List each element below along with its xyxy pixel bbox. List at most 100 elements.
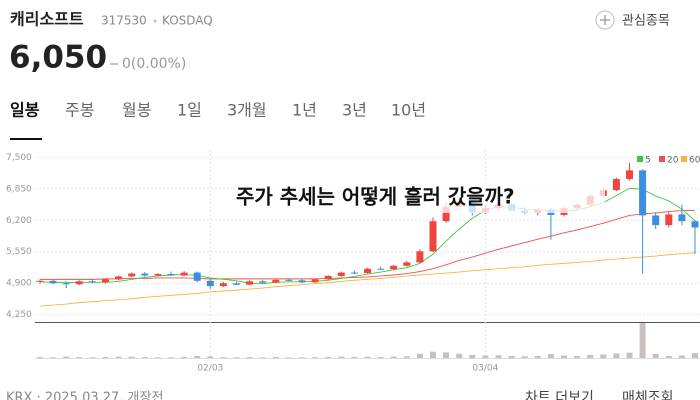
x-tick-label: 02/03 [197,364,223,374]
volume-bar [377,356,384,358]
volume-bar [50,357,57,358]
tab[interactable]: 주봉 [65,101,94,120]
volume-bar [521,356,528,358]
candle-body [337,272,345,276]
candle-body [442,206,450,222]
volume-bar [561,355,567,358]
candle-body [259,281,267,283]
volume-bar [89,357,96,358]
y-tick-label: 6,850 [6,184,32,194]
volume-bar [364,356,371,358]
footer-link[interactable]: 매체조회 [622,390,674,400]
watch-icon-plus [600,15,610,25]
candle-body [233,283,240,285]
annotation: 주가 추세는 어떻게 흘러 갔을까? [236,185,515,209]
volume-bar [626,352,633,358]
candle-body [36,280,44,282]
candle-body [665,214,673,226]
price-change: 0(0.00%) [122,56,186,72]
volume-bar [430,351,436,358]
volume-bar [194,355,201,358]
candle-body [364,268,371,274]
volume-bar [246,357,253,358]
footer-link[interactable]: 차트 더보기 [525,390,594,400]
volume-bar [233,357,240,358]
volume-bar [443,352,450,358]
volume-bar [312,357,319,358]
candle-body [652,215,660,226]
volume-bar [37,356,43,358]
volume-bar [154,357,161,358]
candle-body [390,265,398,270]
volume-bar [600,354,607,358]
candle-body [115,276,123,280]
candle-body [678,214,686,222]
volume-bar [482,355,489,358]
candle-body [154,274,162,276]
candle-body [272,279,280,283]
watch-button[interactable]: 관심종목 [595,10,670,30]
candle-body [193,272,201,281]
volume-bar [141,357,148,358]
legend-label: 5 [645,156,651,166]
volume-bar [168,357,174,358]
candle-body [167,274,175,276]
candle-body [403,262,411,266]
candle-body [75,281,83,285]
volume-bar [285,357,292,358]
annotation-bg [233,183,605,213]
ma-line [39,252,696,307]
candle-body [691,221,699,228]
candle-body [246,281,254,285]
candle-body [285,279,293,281]
candle-body [88,281,96,283]
volume-bar [351,356,358,358]
candle-body [219,283,227,287]
volume-bar [403,356,410,358]
stock-name: 캐리소프트 [10,10,84,29]
volume-bar [416,353,423,358]
volume-bar [102,356,109,358]
candle-body [639,170,647,216]
volume-bar [272,356,279,358]
candle-body [128,273,136,277]
volume-bar [534,355,541,358]
volume-bar [639,323,646,358]
volume-bar [692,353,698,358]
volume-bar [181,356,188,358]
legend-swatch [681,156,687,162]
candle-body [180,272,188,276]
tab[interactable]: 월봉 [122,101,151,120]
tab[interactable]: 3개월 [227,101,267,120]
tab[interactable]: 1년 [292,101,317,120]
volume-bar [574,355,581,358]
y-tick-label: 7,500 [6,153,32,163]
volume-bar [76,357,83,358]
candle-body [49,280,57,284]
volume-bar [587,354,594,358]
separator-dot [153,19,157,23]
volume-bar [128,356,135,358]
y-tick-label: 6,200 [6,216,32,226]
volume-bar [207,356,214,358]
volume-bar [390,356,397,358]
legend-swatch [659,156,665,162]
tab[interactable]: 1일 [177,101,202,120]
volume-bar [678,355,685,358]
tab[interactable]: 일봉 [10,101,40,120]
footer-source: KRX · 2025.03.27. 개장전 [6,391,163,400]
candle-body [416,251,424,263]
y-tick-label: 5,550 [6,247,32,257]
candle-body [62,283,70,285]
volume-bar [508,355,515,358]
tab[interactable]: 3년 [342,101,367,120]
legend-label: 20 [667,156,679,166]
candle-body [612,179,620,191]
volume-bar [456,353,463,358]
y-tick-label: 4,250 [6,310,32,320]
tab[interactable]: 10년 [391,101,426,120]
candle-body [141,273,149,276]
volume-bar [325,356,332,358]
